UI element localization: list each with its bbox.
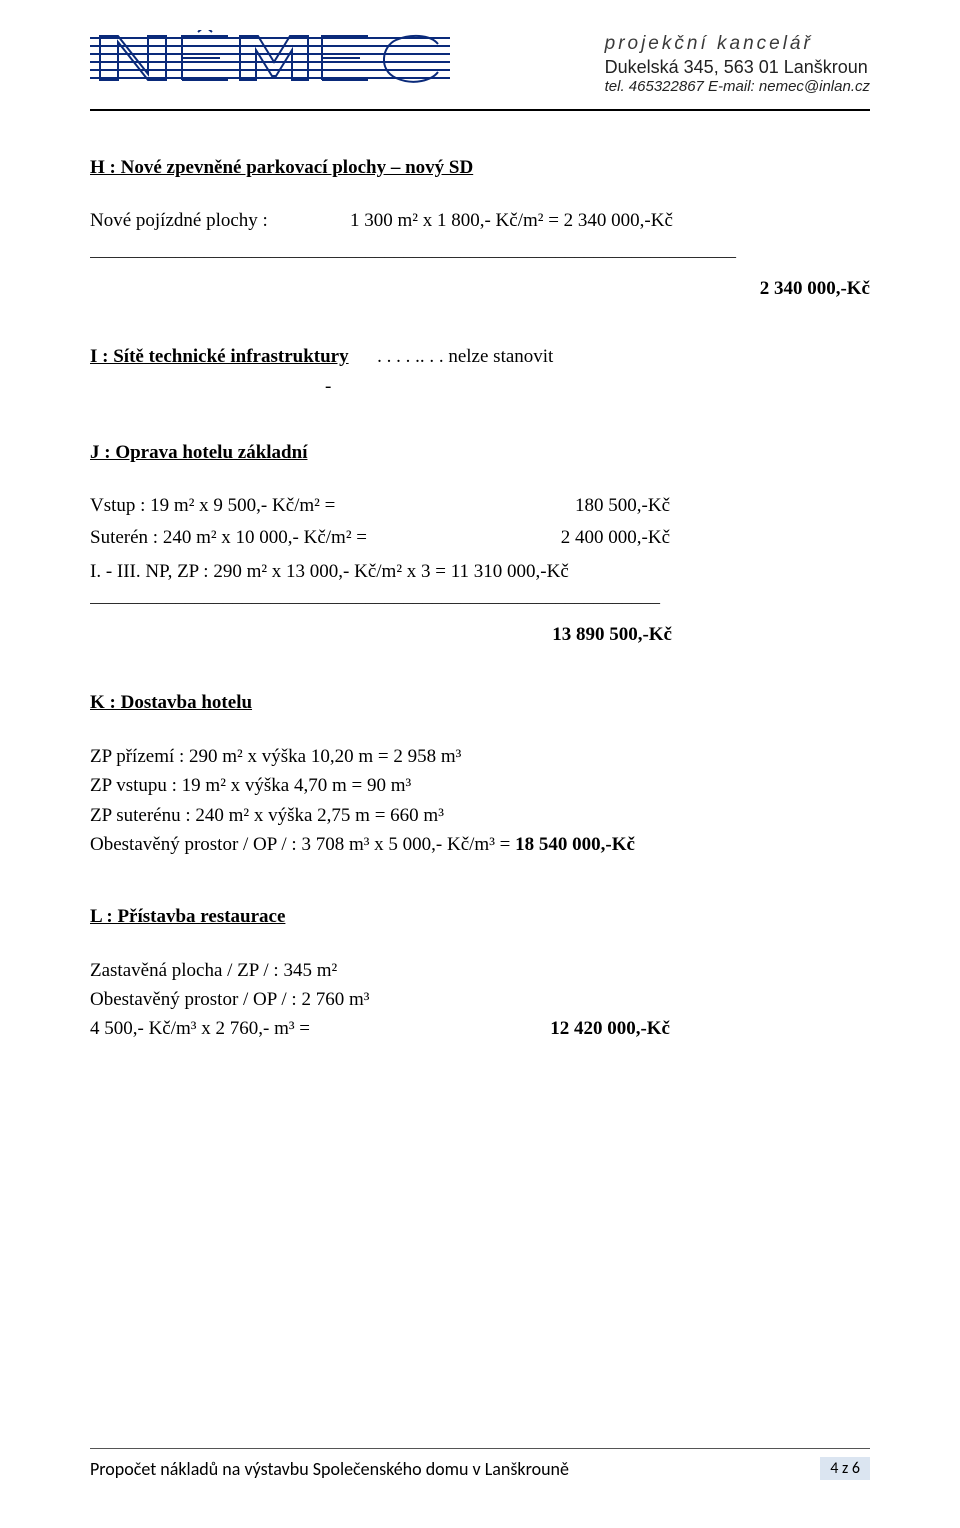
section-j-result-row: 13 890 500,-Kč — [90, 624, 672, 646]
section-j-r2-label: Suterén : 240 m² x 10 000,- Kč/m² = — [90, 524, 510, 553]
footer-title: Propočet nákladů na výstavbu Společenské… — [90, 1458, 569, 1480]
section-j-r2: Suterén : 240 m² x 10 000,- Kč/m² = 2 40… — [90, 524, 870, 553]
section-i-row: I : Sítě technické infrastruktury . . . … — [90, 346, 870, 368]
section-i-title: I : Sítě technické infrastruktury — [90, 346, 349, 367]
section-j-title: J : Oprava hotelu základní — [90, 442, 870, 464]
contact-line-2: Dukelská 345, 563 01 Lanškroun — [605, 56, 870, 79]
nemec-logo — [90, 30, 450, 98]
contact-line-1: projekční kancelář — [605, 32, 870, 56]
section-i-dots: . . . . .. . . nelze stanovit — [353, 346, 553, 367]
footer: Propočet nákladů na výstavbu Společenské… — [90, 1448, 870, 1480]
section-h-line: Nové pojízdné plochy : 1 300 m² x 1 800,… — [90, 207, 870, 236]
section-l-r3-value: 12 420 000,-Kč — [510, 1015, 670, 1044]
section-l-title: L : Přístavba restaurace — [90, 906, 870, 928]
logo-block — [90, 30, 565, 103]
page: projekční kancelář Dukelská 345, 563 01 … — [0, 0, 960, 1528]
contact-line-3: tel. 465322867 E-mail: nemec@inlan.cz — [605, 78, 870, 97]
spacer — [90, 278, 760, 300]
footer-row: Propočet nákladů na výstavbu Společenské… — [90, 1457, 870, 1480]
section-h-line-expr: 1 300 m² x 1 800,- Kč/m² = 2 340 000,-Kč — [350, 207, 870, 236]
section-k-r1: ZP přízemí : 290 m² x výška 10,20 m = 2 … — [90, 742, 870, 771]
section-j-r3: I. - III. NP, ZP : 290 m² x 13 000,- Kč/… — [90, 557, 870, 586]
section-h-result: 2 340 000,-Kč — [760, 278, 870, 300]
section-k-r4-result: 18 540 000,-Kč — [515, 834, 635, 855]
section-l-r3: 4 500,- Kč/m³ x 2 760,- m³ = 12 420 000,… — [90, 1015, 870, 1044]
section-h-separator: ––––––––––––––––––––––––––––––––––––––––… — [90, 246, 870, 268]
section-l-r1: Zastavěná plocha / ZP / : 345 m² — [90, 956, 870, 985]
section-k-r4-expr: Obestavěný prostor / OP / : 3 708 m³ x 5… — [90, 834, 515, 855]
section-j-r1: Vstup : 19 m² x 9 500,- Kč/m² = 180 500,… — [90, 492, 870, 521]
spacer — [90, 624, 552, 646]
section-k-r4: Obestavěný prostor / OP / : 3 708 m³ x 5… — [90, 830, 870, 859]
spacer — [90, 860, 870, 906]
section-j-r2-value: 2 400 000,-Kč — [510, 524, 670, 553]
section-k-title: K : Dostavba hotelu — [90, 692, 870, 714]
section-i-dash: - — [325, 376, 870, 398]
section-h-line-label: Nové pojízdné plochy : — [90, 207, 350, 236]
section-j-result: 13 890 500,-Kč — [552, 624, 672, 646]
letterhead: projekční kancelář Dukelská 345, 563 01 … — [90, 30, 870, 103]
contact-block: projekční kancelář Dukelská 345, 563 01 … — [605, 32, 870, 97]
section-j-r1-value: 180 500,-Kč — [510, 492, 670, 521]
section-l-r2: Obestavěný prostor / OP / : 2 760 m³ — [90, 985, 870, 1014]
section-h-result-row: 2 340 000,-Kč — [90, 278, 870, 300]
section-k-r3: ZP suterénu : 240 m² x výška 2,75 m = 66… — [90, 801, 870, 830]
section-j-r1-label: Vstup : 19 m² x 9 500,- Kč/m² = — [90, 492, 510, 521]
section-h-title: H : Nové zpevněné parkovací plochy – nov… — [90, 157, 870, 179]
section-l-r3-label: 4 500,- Kč/m³ x 2 760,- m³ = — [90, 1015, 510, 1044]
footer-page-badge: 4 z 6 — [820, 1457, 870, 1480]
section-k-r2: ZP vstupu : 19 m² x výška 4,70 m = 90 m³ — [90, 771, 870, 800]
section-i-dots-text: . . . . .. . . nelze stanovit — [377, 346, 553, 367]
header-rule — [90, 109, 870, 111]
footer-rule — [90, 1448, 870, 1449]
section-j-separator: ––––––––––––––––––––––––––––––––––––––––… — [90, 592, 870, 614]
